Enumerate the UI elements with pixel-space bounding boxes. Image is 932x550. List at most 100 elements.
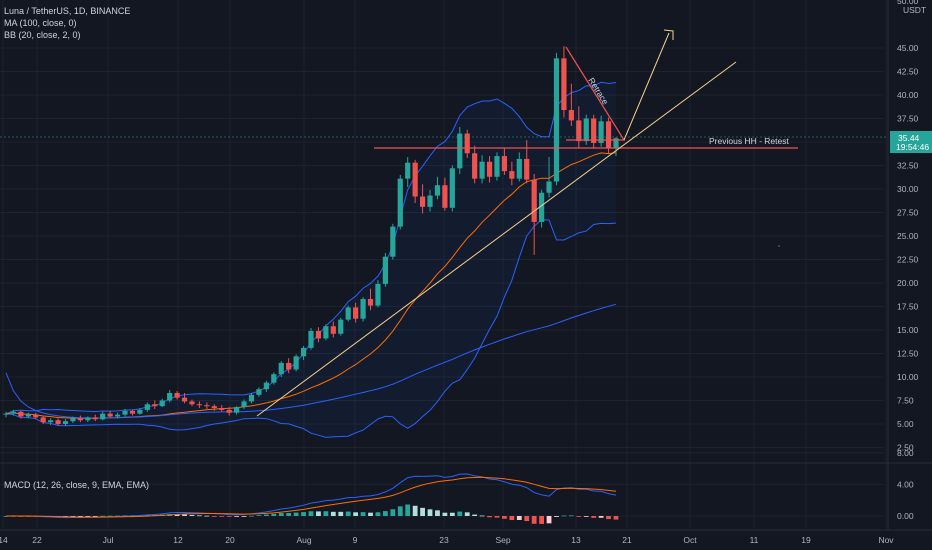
projection-arrow-shaft <box>623 32 670 141</box>
candle-up <box>122 408 128 417</box>
macd-histogram-bar <box>278 513 284 516</box>
candle-up <box>100 411 106 421</box>
candle-down <box>196 401 203 409</box>
macd-histogram-bar <box>397 506 403 516</box>
candle-up <box>241 399 247 409</box>
macd-histogram-bar <box>368 512 373 516</box>
candle-down <box>189 399 195 407</box>
candle-up <box>256 387 262 397</box>
price-tick-label: 17.50 <box>897 302 919 312</box>
price-tick-label: 10.00 <box>897 372 919 382</box>
candle-up <box>539 189 545 228</box>
macd-histogram-bar <box>308 511 314 516</box>
candle-up <box>375 280 381 308</box>
macd-histogram-bar <box>457 511 463 516</box>
price-tick-label: 20.00 <box>897 278 919 288</box>
macd-histogram-bar <box>263 514 269 516</box>
candle-up <box>234 406 240 415</box>
candle-body <box>129 410 136 414</box>
price-tick-label: 50.00 <box>897 0 919 6</box>
candle-up <box>449 165 455 212</box>
macd-histogram-bar <box>197 515 202 517</box>
candle-body <box>419 196 426 207</box>
candle-body <box>271 374 277 383</box>
candle-body <box>40 417 46 423</box>
candle-up <box>167 390 173 403</box>
macd-histogram-bar <box>531 516 537 524</box>
macd-histogram-bar <box>330 511 336 516</box>
candle-body <box>159 400 165 407</box>
macd-histogram-bar <box>613 516 619 520</box>
trendline <box>256 61 737 417</box>
candle-body <box>248 394 255 402</box>
price-tick-label: 25.00 <box>897 231 919 241</box>
candle-up <box>10 409 17 416</box>
macd-legend[interactable]: MACD (12, 26, close, 9, EMA, EMA) <box>4 480 150 490</box>
macd-histogram-bar <box>464 512 470 516</box>
time-tick-label: Oct <box>683 535 697 545</box>
ma-legend[interactable]: MA (100, close, 0) <box>4 18 77 28</box>
bb-legend[interactable]: BB (20, close, 2, 0) <box>4 30 81 40</box>
candle-body <box>509 171 515 179</box>
candle-down <box>174 391 180 400</box>
candle-body <box>345 307 351 320</box>
candle-body <box>10 411 17 414</box>
candle-down <box>315 327 322 343</box>
macd-histogram-bar <box>144 514 150 516</box>
bollinger-lower-line <box>5 219 617 438</box>
candle-body <box>583 118 589 142</box>
price-tick-label: 15.00 <box>897 325 919 335</box>
macd-histogram-bar <box>591 516 597 518</box>
macd-histogram-bar <box>598 516 604 518</box>
candle-body <box>167 392 173 401</box>
candle-body <box>546 181 552 193</box>
candle-body <box>412 162 418 197</box>
price-tick-label: 12.50 <box>897 349 919 359</box>
candle-up <box>144 402 150 412</box>
candle-body <box>494 156 500 177</box>
candle-down <box>605 117 612 154</box>
candle-body <box>323 326 329 339</box>
macd-histogram-bar <box>338 511 344 516</box>
candle-up <box>278 361 284 377</box>
candle-body <box>330 326 336 334</box>
candle-body <box>137 409 143 414</box>
macd-histogram-bar <box>353 512 359 516</box>
candle-down <box>367 288 374 311</box>
candle-down <box>129 409 136 416</box>
candle-up <box>360 297 366 322</box>
macd-histogram-bar <box>249 515 254 517</box>
time-tick-label: 19 <box>801 535 811 545</box>
macd-histogram-bar <box>100 515 106 517</box>
symbol-legend[interactable]: Luna / TetherUS, 1D, BINANCE <box>4 6 131 16</box>
candle-body <box>278 362 284 375</box>
candle-body <box>100 413 106 420</box>
candle-down <box>219 405 225 412</box>
candle-body <box>442 185 448 208</box>
candle-body <box>286 362 292 370</box>
candle-body <box>449 168 455 208</box>
ma-100-line <box>5 303 617 419</box>
candle-up <box>248 392 255 404</box>
candle-up <box>338 317 344 336</box>
stray-dot <box>778 245 780 247</box>
candle-body <box>152 404 158 407</box>
candle-body <box>92 417 98 420</box>
time-tick-label: 13 <box>571 535 581 545</box>
candle-up <box>159 398 165 408</box>
time-tick-label: Nov <box>878 535 894 545</box>
candle-up <box>85 416 91 423</box>
candle-body <box>70 418 76 422</box>
candle-body <box>553 58 560 182</box>
macd-histogram-bar <box>554 516 559 517</box>
time-tick-label: 22 <box>32 535 42 545</box>
macd-histogram-bar <box>323 511 329 516</box>
candle-body <box>3 413 9 415</box>
candle-body <box>457 133 463 169</box>
candle-body <box>300 347 307 357</box>
candle-up <box>479 155 485 184</box>
macd-histogram-bar <box>204 515 210 517</box>
candle-up <box>382 252 388 287</box>
candle-down <box>77 415 83 423</box>
